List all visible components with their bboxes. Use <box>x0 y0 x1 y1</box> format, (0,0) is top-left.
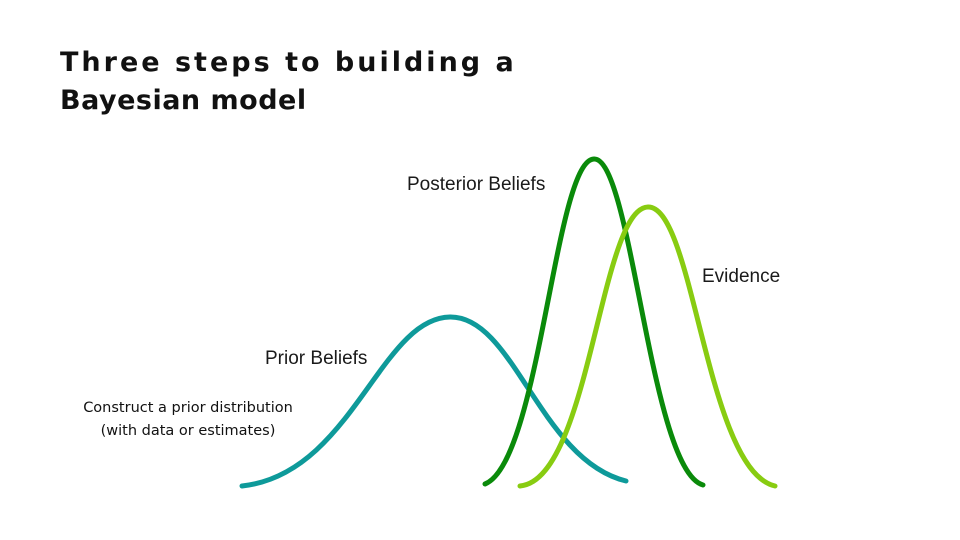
posterior-label: Posterior Beliefs <box>407 174 545 195</box>
posterior-curve <box>482 156 706 488</box>
prior-label: Prior Beliefs <box>265 348 367 369</box>
title-line-2: Bayesian model <box>60 85 307 116</box>
prior-caption: Construct a prior distribution (with dat… <box>64 397 312 443</box>
slide-title: Three steps to building a Bayesian model <box>60 44 620 120</box>
evidence-curve <box>517 204 778 489</box>
prior-curve <box>239 314 629 489</box>
caption-line-2: (with data or estimates) <box>100 423 276 439</box>
title-line-1: Three steps to building a <box>60 47 517 78</box>
caption-line-1: Construct a prior distribution <box>83 400 293 416</box>
evidence-label: Evidence <box>702 266 780 287</box>
